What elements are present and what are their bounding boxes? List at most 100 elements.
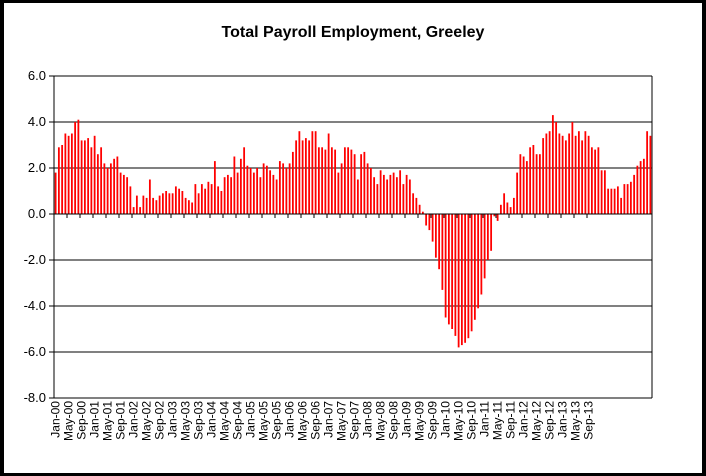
bar [57, 147, 60, 214]
bar [239, 158, 242, 214]
bar [148, 179, 151, 214]
x-tick-label: Jan-02 [127, 401, 141, 438]
bar [236, 172, 239, 214]
bar [460, 214, 463, 346]
bar [350, 149, 353, 214]
bar [438, 214, 441, 270]
bar [200, 184, 203, 214]
bar [142, 195, 145, 214]
bar [278, 161, 281, 214]
x-tick-label: May-03 [179, 401, 193, 441]
bar [402, 184, 405, 214]
bar [113, 158, 116, 214]
bar [187, 200, 190, 214]
bar [457, 214, 460, 348]
bar [243, 147, 246, 214]
bar [444, 214, 447, 318]
gridlines [54, 75, 652, 399]
bar [340, 163, 343, 214]
bar [265, 165, 268, 214]
bar [122, 174, 125, 214]
bar [451, 214, 454, 329]
y-tick-label: -2.0 [24, 252, 46, 267]
y-tick-label: 4.0 [28, 114, 46, 129]
bar [356, 179, 359, 214]
bar [542, 138, 545, 214]
x-tick-label: Jan-03 [166, 401, 180, 438]
bar [623, 184, 626, 214]
bar [389, 174, 392, 214]
bar [555, 122, 558, 214]
bar [168, 193, 171, 214]
bar [574, 135, 577, 214]
bar [275, 179, 278, 214]
bar [295, 140, 298, 214]
x-tick-label: May-05 [257, 401, 271, 441]
bar [412, 193, 415, 214]
x-tick-label: Jan-12 [517, 401, 531, 438]
bar [399, 170, 402, 214]
bar [217, 186, 220, 214]
bar [291, 151, 294, 214]
bar [106, 168, 109, 214]
x-tick-label: May-10 [452, 401, 466, 441]
bar [220, 191, 223, 214]
bar [636, 165, 639, 214]
x-tick-label: Jan-00 [49, 401, 63, 438]
bar [161, 193, 164, 214]
bar [178, 188, 181, 214]
bar [308, 140, 311, 214]
bar [607, 188, 610, 214]
y-tick-label: -8.0 [24, 390, 46, 405]
bar [109, 163, 112, 214]
x-tick-label: Sep-11 [504, 401, 518, 439]
x-tick-label: Sep-01 [114, 401, 128, 440]
bar [392, 172, 395, 214]
bar [610, 188, 613, 214]
bar [480, 214, 483, 295]
bar [353, 154, 356, 214]
bar [382, 174, 385, 214]
bar [152, 197, 155, 214]
bar [155, 200, 158, 214]
bar [470, 214, 473, 332]
bar [174, 186, 177, 214]
bar [282, 163, 285, 214]
x-tick-label: May-13 [569, 401, 583, 441]
bar [600, 170, 603, 214]
x-tick-label: Jan-05 [244, 401, 258, 438]
bar [223, 177, 226, 214]
bar [64, 133, 67, 214]
x-tick-label: May-07 [335, 401, 349, 441]
bar [473, 214, 476, 320]
bar [129, 186, 132, 214]
bar [421, 211, 424, 214]
x-tick-label: Jan-13 [556, 401, 570, 438]
bar [132, 207, 135, 214]
bar [509, 207, 512, 214]
bar [259, 177, 262, 214]
bar [584, 131, 587, 214]
x-tick-label: Jan-10 [439, 401, 453, 438]
x-tick-label: Jan-07 [322, 401, 336, 438]
bar [431, 214, 434, 242]
bar [428, 214, 431, 231]
x-tick-label: Jan-01 [88, 401, 102, 438]
bar [184, 197, 187, 214]
bar [506, 202, 509, 214]
bar [314, 131, 317, 214]
bar [321, 147, 324, 214]
y-tick-label: -6.0 [24, 344, 46, 359]
bar-chart: Total Payroll Employment, Greeley 6.0 4.0… [24, 24, 653, 441]
x-tick-label: May-06 [296, 401, 310, 441]
x-tick-label: Sep-07 [348, 401, 362, 440]
x-tick-label: May-11 [491, 401, 505, 440]
bar [639, 161, 642, 214]
bar [311, 131, 314, 214]
bar [441, 214, 444, 290]
bar [642, 158, 645, 214]
bar [119, 172, 122, 214]
x-tick-label: Sep-10 [465, 401, 479, 440]
x-tick-label: Sep-02 [153, 401, 167, 440]
bar [477, 214, 480, 309]
